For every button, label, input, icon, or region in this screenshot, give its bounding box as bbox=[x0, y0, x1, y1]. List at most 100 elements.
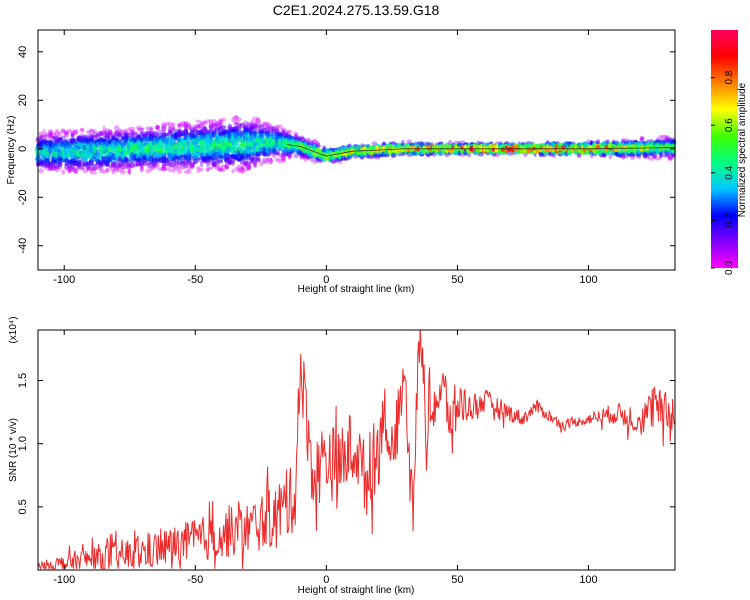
spectrogram-cell bbox=[154, 124, 161, 131]
spectrogram-x-axis-label: Height of straight line (km) bbox=[298, 284, 415, 295]
spectrogram-cell bbox=[38, 168, 44, 174]
spectrogram-cell bbox=[75, 161, 82, 166]
spectrogram-cell bbox=[164, 122, 170, 127]
spectrogram-y-tick-label: -40 bbox=[17, 238, 29, 254]
spectrogram-cell bbox=[88, 159, 94, 165]
spectrogram-cell bbox=[168, 126, 173, 131]
spectrogram-cell bbox=[148, 130, 154, 137]
spectrogram-cell bbox=[99, 130, 103, 136]
spectrogram-cell bbox=[98, 162, 104, 167]
spectrogram-cell bbox=[114, 166, 119, 173]
spectrogram-cell bbox=[48, 129, 53, 136]
spectrogram-cell bbox=[82, 162, 89, 167]
spectrogram-cell bbox=[47, 129, 54, 135]
spectrogram-x-tick-label: 50 bbox=[451, 274, 463, 286]
spectrogram-cell bbox=[127, 169, 132, 174]
spectrogram-cell bbox=[77, 163, 81, 168]
spectrogram-cell bbox=[48, 163, 53, 168]
snr-plot-area bbox=[38, 330, 675, 570]
spectrogram-cell bbox=[161, 157, 166, 164]
spectrogram-cell bbox=[161, 164, 167, 169]
spectrogram-cell bbox=[118, 162, 122, 168]
spectrogram-cell bbox=[86, 133, 91, 138]
spectrogram-cell bbox=[67, 164, 72, 168]
spectrogram-cell bbox=[130, 129, 135, 135]
spectrogram-cell bbox=[92, 165, 97, 171]
spectrogram-cell bbox=[255, 157, 261, 162]
spectrogram-cell bbox=[101, 131, 108, 136]
spectrogram-cell bbox=[92, 163, 97, 167]
spectrogram-cell bbox=[42, 162, 47, 169]
spectrogram-cell bbox=[48, 139, 53, 143]
spectrogram-cell bbox=[168, 159, 172, 163]
spectrogram-cell bbox=[113, 139, 120, 143]
spectrogram-cell bbox=[86, 162, 91, 167]
spectrogram-cell bbox=[86, 165, 90, 171]
spectrogram-cell bbox=[89, 169, 94, 175]
spectrogram-cell bbox=[79, 165, 85, 171]
spectrogram-cell bbox=[140, 131, 144, 137]
spectrogram-cell bbox=[72, 129, 79, 136]
spectrogram-cell bbox=[38, 131, 44, 137]
spectrogram-cell bbox=[167, 121, 173, 128]
spectrogram-cell bbox=[38, 159, 44, 164]
spectrogram-cell bbox=[117, 162, 122, 169]
spectrogram-cell bbox=[61, 169, 65, 175]
spectrogram-cell bbox=[91, 135, 98, 141]
spectrogram-cell bbox=[99, 130, 103, 135]
spectrogram-cell bbox=[76, 159, 82, 163]
spectrogram-cell bbox=[146, 164, 150, 168]
spectrogram-cell bbox=[139, 161, 145, 166]
spectrogram-cell bbox=[102, 125, 106, 132]
spectrogram-cell bbox=[82, 161, 89, 166]
spectrogram-cell bbox=[148, 164, 155, 169]
spectrogram-cell bbox=[110, 164, 117, 168]
spectrogram-cell bbox=[159, 152, 163, 157]
spectrogram-cell bbox=[108, 128, 113, 135]
spectrogram-cell bbox=[67, 168, 72, 174]
spectrogram-cell bbox=[38, 161, 44, 167]
spectrogram-cell bbox=[95, 165, 100, 170]
spectrogram-cell bbox=[48, 155, 53, 160]
spectrogram-cell bbox=[143, 131, 147, 137]
spectrogram-cell bbox=[110, 161, 117, 166]
spectrogram-cell bbox=[48, 164, 53, 169]
spectrogram-cell bbox=[268, 158, 274, 165]
spectrogram-cell bbox=[57, 136, 63, 141]
spectrogram-cell bbox=[158, 133, 163, 138]
spectrogram-cell bbox=[120, 153, 126, 158]
spectrogram-cell bbox=[135, 160, 142, 167]
spectrogram-cell bbox=[79, 128, 85, 133]
spectrogram-cell bbox=[217, 159, 224, 163]
spectrogram-cell bbox=[130, 160, 135, 165]
spectrogram-cell bbox=[152, 162, 157, 168]
spectrogram-cell bbox=[114, 158, 119, 164]
spectrogram-y-tick-label: 40 bbox=[17, 46, 29, 58]
spectrogram-cell bbox=[113, 163, 120, 169]
spectrogram-cell bbox=[111, 169, 116, 175]
spectrogram-cell bbox=[92, 167, 97, 171]
spectrogram-cell bbox=[86, 165, 91, 170]
spectrogram-cell bbox=[110, 164, 117, 169]
spectrogram-cell bbox=[95, 133, 101, 137]
spectrogram-cell bbox=[70, 129, 76, 135]
spectrogram-cell bbox=[73, 168, 79, 175]
spectrogram-cell bbox=[51, 162, 56, 169]
colorbar-tick-label: 0.6 bbox=[724, 118, 735, 132]
spectrogram-cell bbox=[67, 128, 72, 134]
spectrogram-cell bbox=[44, 132, 50, 137]
spectrogram-cell bbox=[127, 169, 131, 175]
snr-y-axis-label: SNR (10 * v/v) bbox=[8, 418, 19, 482]
spectrogram-cell bbox=[140, 165, 144, 171]
spectrogram-cell bbox=[104, 160, 110, 167]
spectrogram-cell bbox=[155, 132, 160, 137]
spectrogram-cell bbox=[164, 132, 170, 137]
colorbar-tick-label: 0.4 bbox=[724, 165, 735, 179]
spectrogram-cell bbox=[202, 126, 207, 131]
spectrogram-cell bbox=[115, 162, 119, 168]
spectrogram-cell bbox=[104, 134, 110, 139]
spectrogram-cell bbox=[48, 161, 53, 166]
spectrogram-cell bbox=[58, 163, 62, 170]
spectrogram-cell bbox=[38, 138, 44, 144]
